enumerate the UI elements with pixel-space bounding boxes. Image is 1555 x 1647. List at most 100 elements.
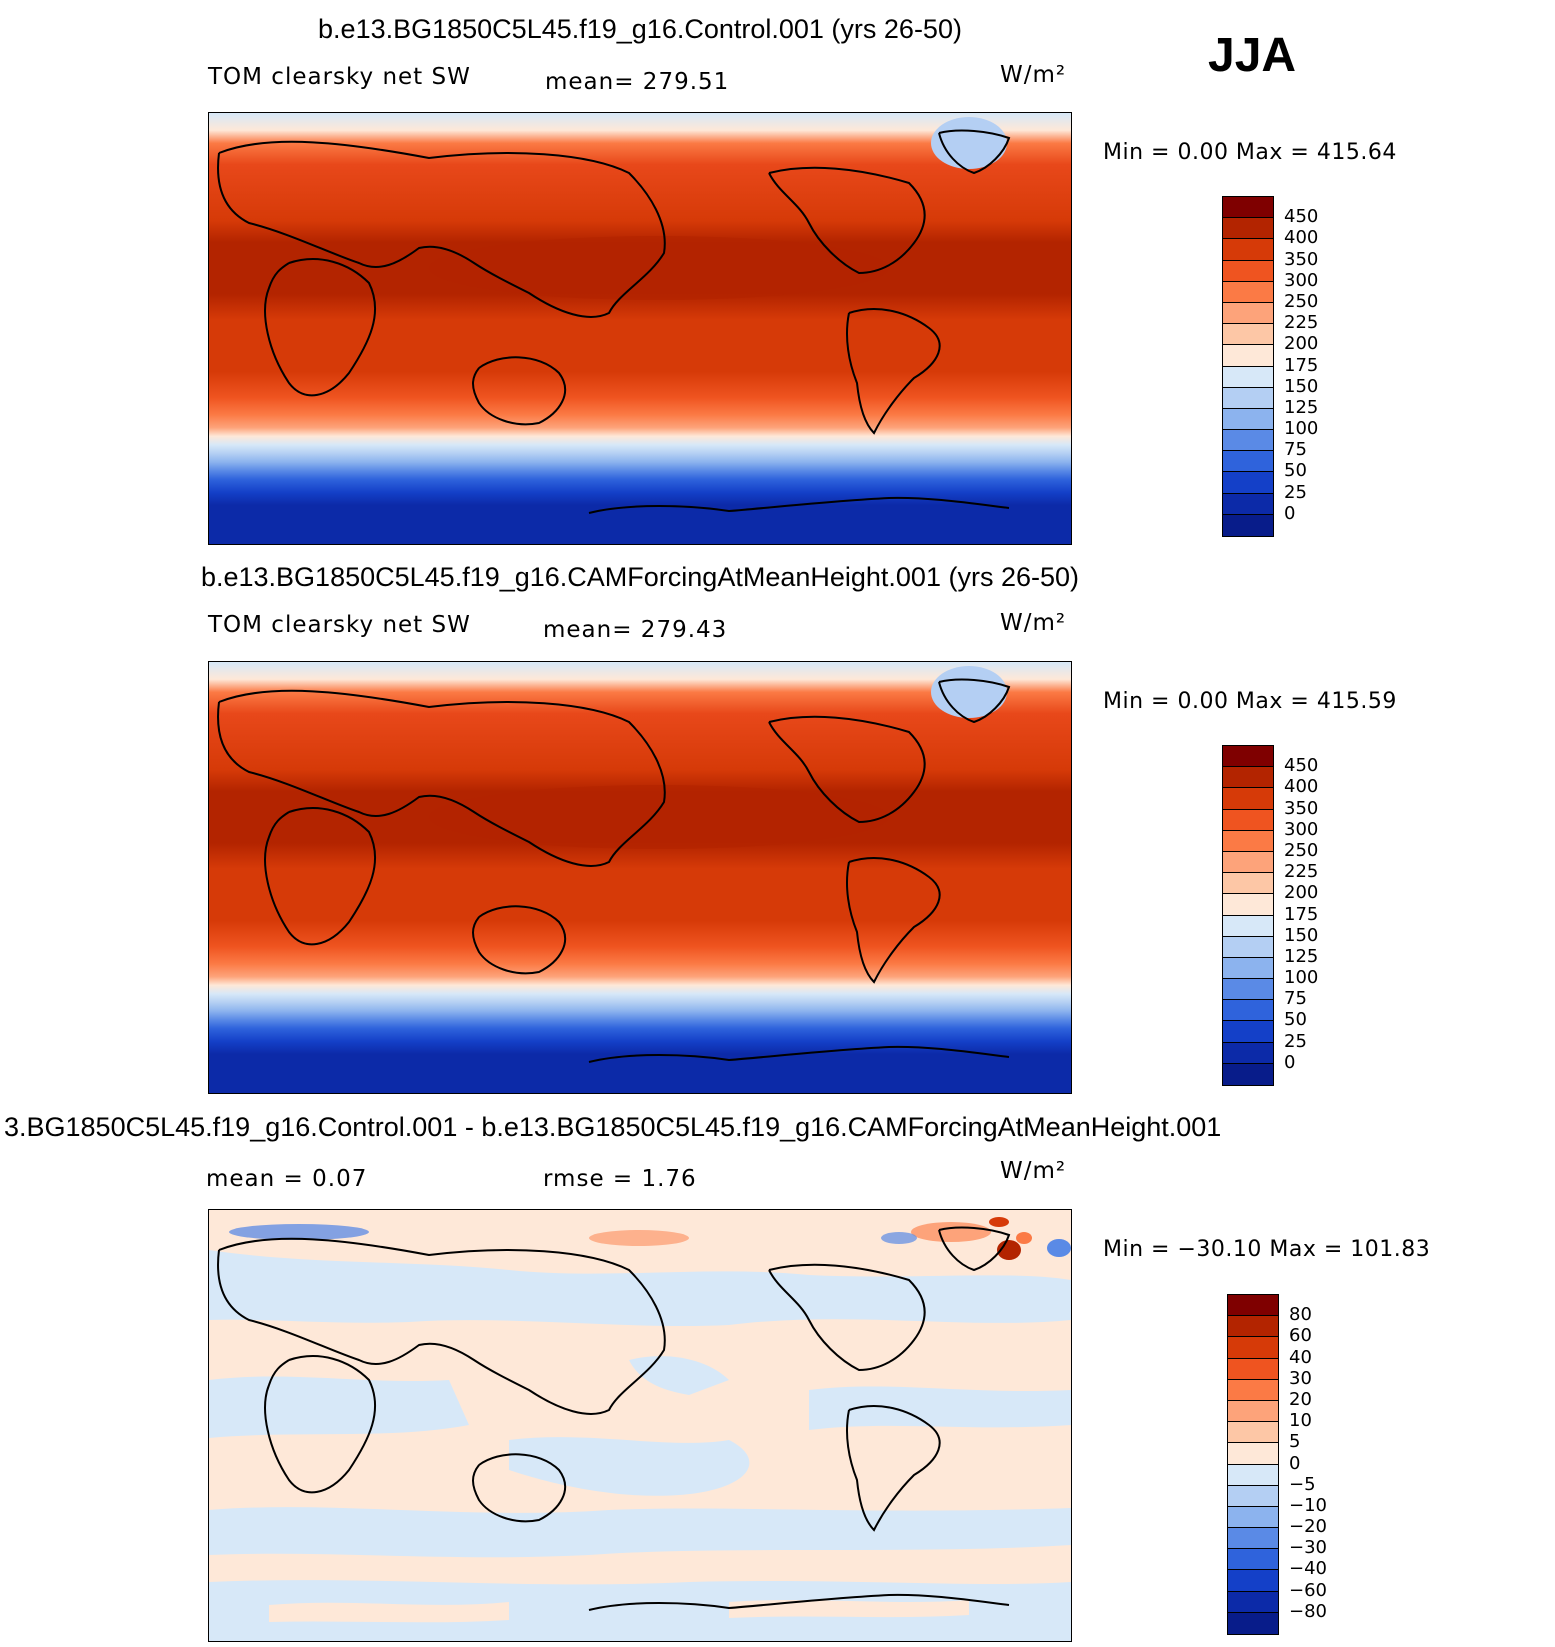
- panel1-colorbar-swatch: [1223, 366, 1273, 388]
- panel2-colorbar-swatch: [1223, 979, 1273, 1001]
- panel3-map-field: [209, 1210, 1071, 1641]
- panel3-colorbar-tick-label: 0: [1289, 1452, 1301, 1474]
- season-label: JJA: [1208, 29, 1297, 82]
- panel3-colorbar-swatch: [1228, 1570, 1278, 1592]
- panel2-colorbar: [1222, 745, 1274, 1086]
- panel3-colorbar-swatch: [1228, 1400, 1278, 1423]
- panel3-colorbar-tick-label: −10: [1289, 1494, 1327, 1516]
- panel3-colorbar-swatch: [1228, 1591, 1278, 1613]
- panel2-colorbar-tick-label: 0: [1284, 1051, 1296, 1073]
- panel3-title: 3.BG1850C5L45.f19_g16.Control.001 - b.e1…: [4, 1112, 1222, 1142]
- panel1-minmax: Min = 0.00 Max = 415.64: [1103, 140, 1397, 165]
- panel3-colorbar-tick-label: 5: [1289, 1431, 1301, 1453]
- panel2-colorbar-tick-label: 75: [1284, 988, 1307, 1010]
- panel1-colorbar-tick-label: 0: [1284, 502, 1296, 524]
- panel3-colorbar-tick-label: −5: [1289, 1473, 1316, 1495]
- panel1-colorbar-swatch: [1223, 260, 1273, 282]
- panel2-colorbar-tick-label: 100: [1284, 967, 1319, 989]
- panel2-colorbar-labels: 450 400 350 300 250 225 200 175 150 125 100 75 50 25 0: [1284, 745, 1344, 1084]
- panel3-colorbar-swatch: [1228, 1295, 1278, 1317]
- panel2-colorbar-tick-label: 225: [1284, 861, 1319, 883]
- panel3-colorbar-tick-label: 20: [1289, 1388, 1312, 1410]
- panel2-colorbar-tick-label: 200: [1284, 882, 1319, 904]
- panel1-map: [208, 112, 1072, 545]
- panel3-colorbar-tick-label: −60: [1289, 1579, 1327, 1601]
- panel1-colorbar-swatch: [1223, 514, 1273, 536]
- panel2-colorbar-tick-label: 400: [1284, 776, 1319, 798]
- panel1-colorbar-swatch: [1223, 324, 1273, 346]
- panel3-colorbar-swatch: [1228, 1316, 1278, 1338]
- panel2-colorbar-tick-label: 300: [1284, 818, 1319, 840]
- panel3-colorbar-swatch: [1228, 1337, 1278, 1359]
- panel1-colorbar-tick-label: 250: [1284, 290, 1319, 312]
- panel2-title: b.e13.BG1850C5L45.f19_g16.CAMForcingAtMe…: [200, 562, 1079, 592]
- panel2-colorbar-swatch: [1223, 1042, 1273, 1064]
- panel2-colorbar-tick-label: 125: [1284, 945, 1319, 967]
- panel3-colorbar-swatch: [1228, 1528, 1278, 1550]
- panel1-map-field: [209, 113, 1071, 544]
- panel1-colorbar-tick-label: 300: [1284, 269, 1319, 291]
- panel3-colorbar-swatch: [1228, 1612, 1278, 1634]
- panel1-colorbar-tick-label: 125: [1284, 396, 1319, 418]
- panel1-colorbar-tick-label: 100: [1284, 418, 1319, 440]
- panel1-colorbar-tick-label: 225: [1284, 312, 1319, 334]
- panel3-colorbar: [1227, 1294, 1279, 1635]
- panel2-colorbar-swatch: [1223, 894, 1273, 916]
- panel2-colorbar-swatch: [1223, 1000, 1273, 1022]
- panel1-title: b.e13.BG1850C5L45.f19_g16.Control.001 (y…: [318, 14, 962, 44]
- panel2-colorbar-tick-label: 25: [1284, 1030, 1307, 1052]
- panel1-colorbar-labels: 450 400 350 300 250 225 200 175 150 125 100 75 50 25 0: [1284, 196, 1344, 535]
- panel1-colorbar-tick-label: 450: [1284, 206, 1319, 228]
- panel3-colorbar-swatch: [1228, 1464, 1278, 1486]
- panel1-colorbar-tick-label: 175: [1284, 354, 1319, 376]
- panel1-colorbar-swatch: [1223, 302, 1273, 325]
- panel3-rmse-label: rmse = 1.76: [543, 1166, 697, 1192]
- panel2-colorbar-swatch: [1223, 1063, 1273, 1085]
- panel3-colorbar-tick-label: −20: [1289, 1516, 1327, 1538]
- panel1-colorbar-tick-label: 350: [1284, 248, 1319, 270]
- panel2-colorbar-tick-label: 250: [1284, 839, 1319, 861]
- panel3-colorbar-swatch: [1228, 1506, 1278, 1529]
- panel2-map: [208, 661, 1072, 1094]
- panel1-colorbar-tick-label: 75: [1284, 439, 1307, 461]
- panel2-colorbar-tick-label: 450: [1284, 755, 1319, 777]
- panel2-mean-label: mean= 279.43: [543, 617, 728, 643]
- panel3-colorbar-tick-label: 30: [1289, 1367, 1312, 1389]
- panel2-colorbar-swatch: [1223, 915, 1273, 937]
- panel3-colorbar-labels: 80 60 40 30 20 10 5 0 −5 −10 −20 −30 −40 −60 −80: [1289, 1294, 1359, 1633]
- panel3-mean-label: mean = 0.07: [206, 1166, 368, 1192]
- panel3-colorbar-swatch: [1228, 1485, 1278, 1507]
- panel3-colorbar-tick-label: −30: [1289, 1537, 1327, 1559]
- panel1-colorbar-tick-label: 400: [1284, 227, 1319, 249]
- panel1-mean-label: mean= 279.51: [545, 69, 730, 95]
- panel3-colorbar-swatch: [1228, 1443, 1278, 1465]
- panel1-colorbar-swatch: [1223, 387, 1273, 409]
- panel3-colorbar-tick-label: 10: [1289, 1410, 1312, 1432]
- panel2-colorbar-tick-label: 350: [1284, 797, 1319, 819]
- panel1-colorbar-swatch: [1223, 493, 1273, 515]
- panel2-colorbar-swatch: [1223, 1021, 1273, 1043]
- panel1-variable-label: TOM clearsky net SW: [208, 64, 471, 90]
- panel3-colorbar-tick-label: 60: [1289, 1325, 1312, 1347]
- panel1-colorbar-tick-label: 150: [1284, 375, 1319, 397]
- panel2-colorbar-swatch: [1223, 936, 1273, 958]
- panel1-colorbar-swatch: [1223, 281, 1273, 303]
- panel1-colorbar-tick-label: 50: [1284, 460, 1307, 482]
- panel1-colorbar-swatch: [1223, 430, 1273, 452]
- panel1-colorbar-swatch: [1223, 472, 1273, 494]
- panel3-colorbar-swatch: [1228, 1422, 1278, 1444]
- panel3-colorbar-tick-label: −80: [1289, 1600, 1327, 1622]
- panel2-colorbar-swatch: [1223, 809, 1273, 831]
- panel1-colorbar-tick-label: 200: [1284, 333, 1319, 355]
- panel1-colorbar-swatch: [1223, 218, 1273, 240]
- panel3-minmax: Min = −30.10 Max = 101.83: [1103, 1237, 1431, 1262]
- panel1-units: W/m²: [1000, 62, 1067, 88]
- panel1-colorbar: [1222, 196, 1274, 537]
- panel2-variable-label: TOM clearsky net SW: [208, 612, 471, 638]
- panel2-colorbar-swatch: [1223, 746, 1273, 768]
- panel3-colorbar-swatch: [1228, 1379, 1278, 1401]
- panel1-colorbar-swatch: [1223, 345, 1273, 367]
- panel3-units: W/m²: [1000, 1158, 1067, 1184]
- panel2-colorbar-tick-label: 175: [1284, 903, 1319, 925]
- panel3-colorbar-swatch: [1228, 1549, 1278, 1571]
